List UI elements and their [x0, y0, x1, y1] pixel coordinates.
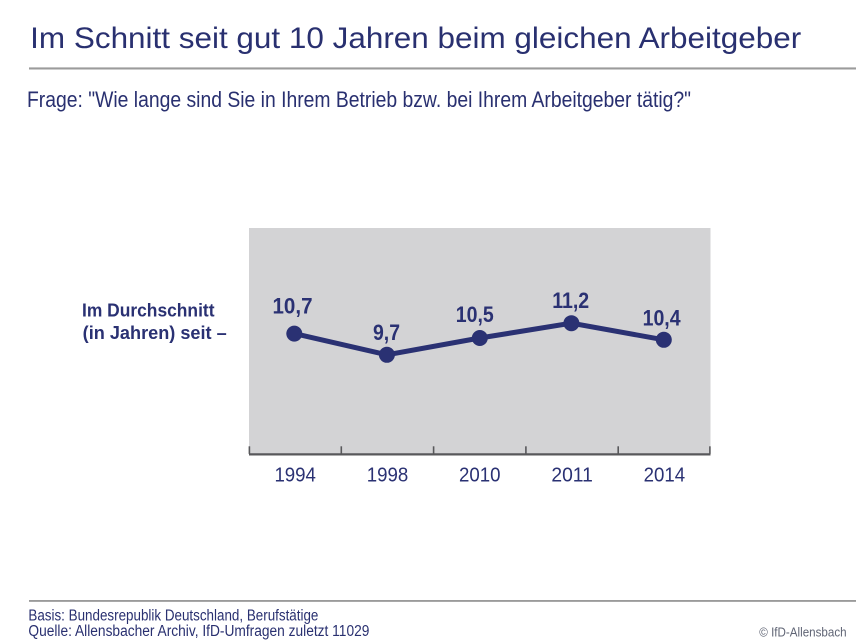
svg-text:11,2: 11,2: [552, 288, 589, 313]
svg-text:Quelle: Allensbacher Archiv, I: Quelle: Allensbacher Archiv, IfD-Umfrage…: [28, 623, 369, 640]
svg-text:2014: 2014: [644, 464, 686, 487]
svg-text:Im Schnitt seit gut 10 Jahren: Im Schnitt seit gut 10 Jahren beim gleic…: [30, 22, 801, 55]
svg-text:(in Jahren) seit –: (in Jahren) seit –: [83, 323, 227, 343]
svg-text:1998: 1998: [367, 464, 409, 487]
svg-text:10,5: 10,5: [456, 302, 494, 327]
svg-text:Basis: Bundesrepublik Deutschl: Basis: Bundesrepublik Deutschland, Beruf…: [28, 608, 318, 625]
svg-text:10,4: 10,4: [643, 306, 682, 331]
svg-text:9,7: 9,7: [373, 320, 400, 345]
svg-text:2011: 2011: [551, 464, 593, 487]
svg-text:2010: 2010: [459, 464, 501, 487]
svg-text:© IfD-Allensbach: © IfD-Allensbach: [759, 625, 846, 640]
svg-text:Frage: "Wie lange sind Sie in: Frage: "Wie lange sind Sie in Ihrem Betr…: [27, 87, 691, 112]
svg-text:10,7: 10,7: [273, 294, 313, 319]
svg-text:1994: 1994: [274, 464, 316, 487]
svg-text:Im Durchschnitt: Im Durchschnitt: [82, 301, 215, 321]
